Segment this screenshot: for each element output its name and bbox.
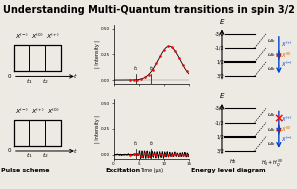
- Text: -1/2: -1/2: [215, 120, 225, 125]
- Point: [143, 76, 147, 79]
- Point: [169, 153, 174, 156]
- Y-axis label: | Intensity |: | Intensity |: [94, 40, 99, 68]
- Point: [150, 152, 155, 155]
- Point: [135, 78, 140, 81]
- Point: [158, 55, 162, 58]
- Text: $t$: $t$: [73, 147, 78, 155]
- Text: $t_1$: $t_1$: [133, 64, 139, 73]
- Text: Excitation: Excitation: [106, 168, 141, 173]
- Text: Pulse scheme: Pulse scheme: [1, 168, 50, 173]
- Text: 1/2: 1/2: [217, 60, 225, 65]
- Text: $X^{(+)}$: $X^{(+)}$: [281, 40, 293, 49]
- Text: $H_0$: $H_0$: [229, 157, 237, 166]
- Text: $E$: $E$: [219, 91, 225, 100]
- Y-axis label: | Intensity |: | Intensity |: [94, 115, 99, 143]
- Point: [154, 154, 159, 157]
- Point: [131, 78, 136, 81]
- Text: $X^{(0)}$: $X^{(0)}$: [31, 32, 44, 41]
- Text: $X^{(0)}$: $X^{(0)}$: [281, 50, 292, 60]
- Point: [139, 155, 143, 158]
- Point: [139, 77, 143, 81]
- Text: $\omega_b$: $\omega_b$: [267, 51, 276, 59]
- Text: $t$: $t$: [73, 72, 78, 81]
- Text: $X^{(-)}$: $X^{(-)}$: [281, 60, 293, 69]
- Point: [127, 79, 132, 82]
- Point: [173, 50, 178, 53]
- Text: $t_2$: $t_2$: [42, 77, 49, 86]
- Text: $\mathbf{\times}$: $\mathbf{\times}$: [274, 112, 284, 125]
- Point: [177, 57, 182, 60]
- Text: $X^{(+)}$: $X^{(+)}$: [31, 107, 44, 116]
- Text: $\omega_b$: $\omega_b$: [267, 37, 276, 45]
- Text: $t_2$: $t_2$: [42, 151, 49, 160]
- Text: 0: 0: [8, 149, 11, 153]
- Point: [127, 153, 132, 156]
- Text: $H_0+H_Q^{(0)}$: $H_0+H_Q^{(0)}$: [261, 157, 284, 169]
- Text: $X^{(+)}$: $X^{(+)}$: [281, 115, 293, 124]
- Point: [181, 64, 185, 67]
- Text: $X^{(-)}$: $X^{(-)}$: [281, 135, 293, 144]
- X-axis label: Time (μs): Time (μs): [140, 168, 163, 173]
- Point: [146, 154, 151, 157]
- Text: $t_1$: $t_1$: [26, 77, 33, 86]
- Point: [146, 73, 151, 76]
- Text: Understanding Multi-Quantum transitions in spin 3/2: Understanding Multi-Quantum transitions …: [3, 5, 294, 15]
- Text: 3/2: 3/2: [217, 148, 225, 153]
- Text: $t_2$: $t_2$: [148, 139, 154, 148]
- Text: $E$: $E$: [219, 17, 225, 26]
- Point: [184, 153, 189, 156]
- Point: [173, 153, 178, 156]
- Text: $X^{(-)}$: $X^{(-)}$: [15, 32, 28, 41]
- Text: -3/2: -3/2: [215, 31, 225, 36]
- Point: [169, 46, 174, 49]
- Text: $\omega_b$: $\omega_b$: [267, 112, 276, 119]
- Text: $X^{(+)}$: $X^{(+)}$: [46, 32, 60, 41]
- Text: $\omega_b$: $\omega_b$: [267, 65, 276, 73]
- Text: $t_1$: $t_1$: [26, 151, 33, 160]
- Point: [158, 153, 162, 156]
- Point: [154, 62, 159, 65]
- Point: [162, 154, 166, 157]
- Point: [181, 153, 185, 156]
- Text: $t_1$: $t_1$: [133, 139, 139, 148]
- Point: [162, 48, 166, 51]
- Point: [165, 45, 170, 48]
- Text: $X^{(0)}$: $X^{(0)}$: [281, 125, 292, 134]
- Point: [131, 153, 136, 156]
- Text: -1/2: -1/2: [215, 46, 225, 50]
- Text: 0: 0: [8, 74, 11, 79]
- Point: [177, 154, 182, 157]
- Text: $X^{(-)}$: $X^{(-)}$: [15, 107, 28, 116]
- Text: $X^{(0)}$: $X^{(0)}$: [47, 107, 59, 116]
- Text: 1/2: 1/2: [217, 134, 225, 139]
- Text: $\omega_b$: $\omega_b$: [267, 140, 276, 148]
- Point: [165, 153, 170, 156]
- Text: $\omega_b$: $\omega_b$: [267, 126, 276, 134]
- Point: [143, 151, 147, 154]
- Point: [135, 153, 140, 156]
- Text: -3/2: -3/2: [215, 106, 225, 111]
- Text: Energy level diagram: Energy level diagram: [191, 168, 266, 173]
- Text: 3/2: 3/2: [217, 74, 225, 79]
- Point: [150, 68, 155, 71]
- Point: [184, 70, 189, 73]
- Text: $t_2$: $t_2$: [148, 64, 154, 73]
